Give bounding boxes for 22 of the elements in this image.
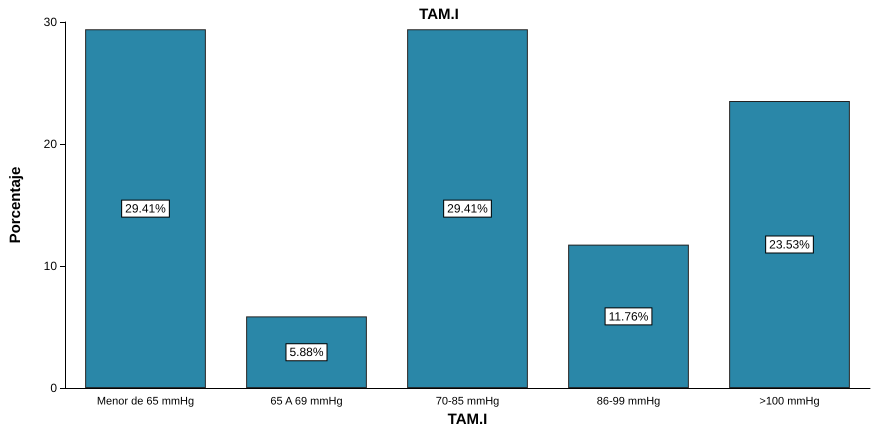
data-label: 11.76% <box>608 309 649 324</box>
x-tick-label: >100 mmHg <box>759 396 820 408</box>
data-label: 29.41% <box>447 202 488 216</box>
bar <box>407 29 528 388</box>
y-axis-title: Porcentaje <box>7 166 24 244</box>
bar <box>85 29 206 388</box>
bar <box>568 244 689 388</box>
data-label: 29.41% <box>125 202 166 216</box>
x-tick-label: 65 A 69 mmHg <box>270 396 343 408</box>
x-tick-label: Menor de 65 mmHg <box>96 396 194 408</box>
x-axis-title: TAM.I <box>448 411 488 428</box>
x-tick-label: 86-99 mmHg <box>596 396 660 408</box>
y-tick-label: 0 <box>50 381 58 396</box>
bar <box>729 100 850 388</box>
y-tick-label: 10 <box>44 259 58 274</box>
y-tick-label: 20 <box>44 137 58 152</box>
data-label: 5.88% <box>289 345 324 360</box>
x-tick-label: 70-85 mmHg <box>436 396 500 408</box>
chart-title: TAM.I <box>419 6 459 23</box>
data-label: 23.53% <box>769 238 810 252</box>
bar <box>246 316 367 388</box>
y-tick-label: 30 <box>44 15 58 29</box>
